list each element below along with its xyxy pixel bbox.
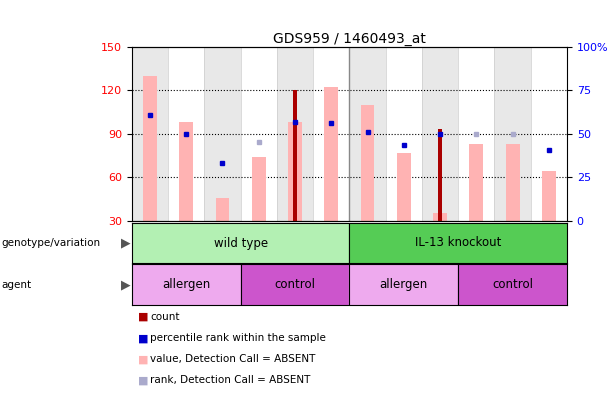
Bar bbox=[349, 47, 386, 221]
Bar bbox=[252, 157, 265, 221]
Bar bbox=[293, 90, 297, 221]
Text: count: count bbox=[150, 312, 180, 322]
Bar bbox=[143, 76, 157, 221]
Text: allergen: allergen bbox=[379, 278, 428, 291]
Title: GDS959 / 1460493_at: GDS959 / 1460493_at bbox=[273, 32, 426, 45]
Bar bbox=[132, 47, 168, 221]
Bar bbox=[360, 104, 375, 221]
Bar bbox=[216, 198, 229, 221]
Bar bbox=[324, 87, 338, 221]
Text: control: control bbox=[492, 278, 533, 291]
Bar bbox=[458, 47, 495, 221]
Text: ▶: ▶ bbox=[121, 237, 131, 249]
Text: ■: ■ bbox=[138, 312, 148, 322]
Bar bbox=[495, 47, 531, 221]
Bar bbox=[168, 47, 204, 221]
Bar bbox=[240, 47, 277, 221]
Bar bbox=[313, 47, 349, 221]
Text: ■: ■ bbox=[138, 333, 148, 343]
Bar bbox=[288, 122, 302, 221]
Text: percentile rank within the sample: percentile rank within the sample bbox=[150, 333, 326, 343]
Text: ■: ■ bbox=[138, 354, 148, 364]
Bar bbox=[204, 47, 240, 221]
Text: control: control bbox=[275, 278, 316, 291]
Bar bbox=[397, 153, 411, 221]
Bar bbox=[386, 47, 422, 221]
Bar bbox=[470, 144, 483, 221]
Text: agent: agent bbox=[2, 280, 32, 290]
Text: ■: ■ bbox=[138, 375, 148, 385]
Bar bbox=[458, 264, 567, 305]
Text: wild type: wild type bbox=[213, 237, 268, 249]
Bar bbox=[506, 144, 519, 221]
Bar bbox=[422, 47, 458, 221]
Bar bbox=[277, 47, 313, 221]
Bar bbox=[349, 223, 567, 263]
Text: rank, Detection Call = ABSENT: rank, Detection Call = ABSENT bbox=[150, 375, 311, 385]
Text: allergen: allergen bbox=[162, 278, 210, 291]
Bar bbox=[132, 264, 240, 305]
Text: IL-13 knockout: IL-13 knockout bbox=[415, 237, 501, 249]
Bar bbox=[542, 171, 556, 221]
Bar bbox=[240, 264, 349, 305]
Bar bbox=[433, 213, 447, 221]
Bar bbox=[349, 264, 458, 305]
Bar bbox=[438, 129, 442, 221]
Bar bbox=[531, 47, 567, 221]
Text: ▶: ▶ bbox=[121, 278, 131, 291]
Bar bbox=[132, 223, 349, 263]
Text: genotype/variation: genotype/variation bbox=[2, 238, 101, 248]
Text: value, Detection Call = ABSENT: value, Detection Call = ABSENT bbox=[150, 354, 316, 364]
Bar bbox=[180, 122, 193, 221]
